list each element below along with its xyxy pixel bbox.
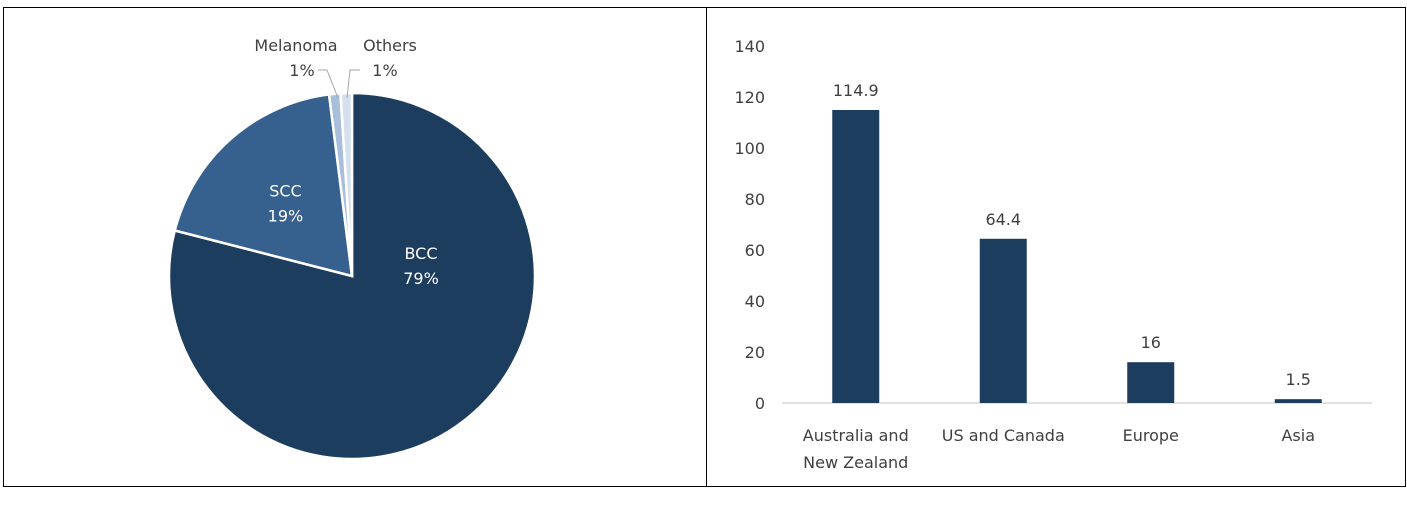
pie-slice-others [339,91,354,277]
y-tick-label: 20 [745,343,765,362]
y-tick-label: 140 [734,37,765,56]
data-label-us-and-canada: 64.4 [985,210,1021,229]
x-tick-label-australia-and-new-zealand: Australia and [803,426,909,445]
pie-percent-bcc: 79% [403,269,439,288]
x-tick-label-australia-and-new-zealand: New Zealand [803,453,908,472]
data-label-europe: 16 [1141,333,1161,352]
y-tick-label: 60 [745,241,765,260]
y-tick-label: 120 [734,88,765,107]
data-label-australia-and-new-zealand: 114.9 [833,81,879,100]
y-tick-label: 40 [745,292,765,311]
pie-percent-melanoma: 1% [289,61,314,80]
y-tick-label: 0 [755,394,765,413]
pie-slice-scc [173,93,354,278]
bar-us-and-canada [979,238,1027,403]
bar-asia [1274,399,1322,403]
pie-label-scc: SCC [269,182,302,201]
pie-label-bcc: BCC [404,244,437,263]
pie-leader-line-others [346,69,360,99]
pie-percent-others: 1% [372,61,397,80]
pie-slice-bcc [167,91,537,461]
pie-chart-panel: BCC 79% SCC 19% Melanoma 1% Others 1% [3,7,707,487]
x-tick-label-us-and-canada: US and Canada [942,426,1065,445]
bar-chart-panel: 0 20 40 60 80 100 120 140 114.9 Australia and New … [706,7,1406,487]
pie-chart: BCC 79% SCC 19% Melanoma 1% Others 1% [167,36,537,461]
pie-leader-line-melanoma [318,69,339,99]
pie-label-others: Others [363,36,417,55]
data-label-asia: 1.5 [1286,370,1311,389]
y-tick-label: 80 [745,190,765,209]
pie-percent-scc: 19% [268,207,304,226]
x-tick-label-asia: Asia [1281,426,1315,445]
pie-label-melanoma: Melanoma [254,36,337,55]
x-tick-label-europe: Europe [1123,426,1179,445]
bar-australia-and-new-zealand [832,110,880,403]
bar-europe [1127,362,1175,403]
bar-chart: 0 20 40 60 80 100 120 140 114.9 Australia and New … [734,37,1372,472]
y-tick-label: 100 [734,139,765,158]
